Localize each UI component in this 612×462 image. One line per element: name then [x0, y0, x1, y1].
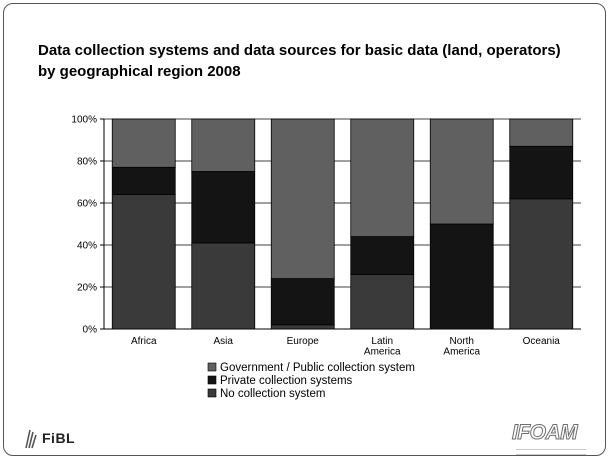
bar-segment [270, 278, 335, 326]
y-tick-label: 60% [77, 199, 97, 210]
y-tick-label: 40% [77, 241, 97, 252]
bar-segment [429, 118, 494, 225]
ifoam-logo-underline [516, 449, 586, 455]
bar-segment [509, 198, 574, 330]
y-tick-label: 80% [77, 157, 97, 168]
bars [111, 118, 574, 330]
legend-label: No collection system [220, 388, 325, 400]
y-tick-label: 100% [71, 115, 97, 126]
x-axis-ticks: Africa Asia Europe Latin America North America… [131, 336, 560, 358]
legend-label: Government / Public collection system [220, 362, 415, 374]
x-tick-label: Asia [214, 336, 234, 347]
bar-segment [191, 242, 256, 330]
axes [100, 118, 581, 330]
bar-segment [350, 236, 415, 275]
x-tick-label: Oceania [523, 336, 561, 347]
y-axis-ticks: 0% 20% 40% 60% 80% 100% [71, 115, 97, 336]
chart-title: Data collection systems and data sources… [38, 42, 561, 80]
bar-segment [350, 273, 415, 330]
bar-segment [270, 118, 335, 280]
bar-segment [191, 118, 256, 172]
bar-segment [191, 171, 256, 244]
legend-label: Private collection systems [220, 375, 353, 387]
bar-segment [509, 145, 574, 200]
legend-swatch [207, 375, 217, 385]
bar-segment [350, 118, 415, 237]
legend-swatch [207, 362, 217, 372]
fibl-leaf-icon [25, 429, 37, 449]
ifoam-logo-text: IFOAM [512, 421, 579, 445]
bar-segment [429, 223, 494, 330]
x-tick-label: Africa [131, 336, 157, 347]
bar-segment [111, 166, 176, 196]
y-tick-label: 0% [83, 325, 98, 336]
fibl-logo: FiBL [24, 427, 75, 449]
fibl-logo-text: FiBL [42, 430, 76, 446]
x-tick-label: North America [443, 336, 480, 358]
bar-segment [111, 118, 176, 168]
x-tick-label: Latin America [364, 336, 401, 358]
x-tick-label: Europe [287, 336, 320, 347]
bar-segment [270, 324, 335, 330]
y-tick-label: 20% [77, 283, 97, 294]
legend-swatch [207, 388, 217, 398]
legend: Government / Public collection systemPri… [207, 362, 415, 400]
ifoam-logo: IFOAM [512, 421, 592, 455]
bar-segment [111, 194, 176, 330]
bar-segment [509, 118, 574, 147]
